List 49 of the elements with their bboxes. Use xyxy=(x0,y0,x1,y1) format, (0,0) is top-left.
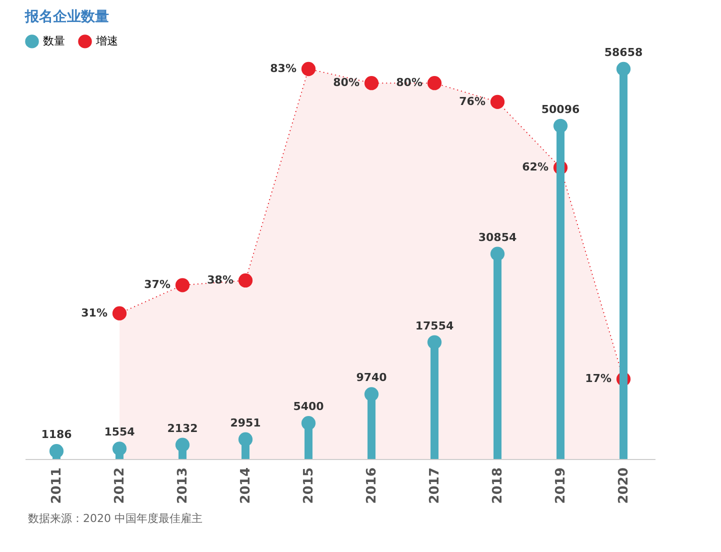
legend-label: 数量 xyxy=(43,34,65,48)
data-label: 1186 xyxy=(41,428,72,442)
point xyxy=(490,94,505,109)
data-label: 17% xyxy=(585,372,612,386)
data-label: 1554 xyxy=(104,426,136,439)
data-label: 80% xyxy=(333,76,360,90)
point xyxy=(238,432,253,446)
x-tick-label: 2020 xyxy=(616,468,632,504)
x-tick-label: 2018 xyxy=(490,468,506,504)
data-label: 38% xyxy=(207,273,234,286)
x-tick-label: 2014 xyxy=(238,468,254,504)
point xyxy=(616,62,631,76)
point xyxy=(301,62,316,76)
point xyxy=(112,306,127,320)
point xyxy=(301,416,316,430)
point xyxy=(238,273,253,288)
data-label: 5400 xyxy=(293,400,324,414)
data-label: 80% xyxy=(396,76,422,90)
point xyxy=(175,438,190,452)
point xyxy=(427,76,442,90)
data-label: 37% xyxy=(144,278,170,292)
point xyxy=(490,246,505,261)
x-tick-label: 2016 xyxy=(364,468,380,504)
point xyxy=(49,444,64,458)
data-label: 2951 xyxy=(230,416,261,430)
chart-title: 报名企业数量 xyxy=(24,9,109,25)
data-label: 17554 xyxy=(415,319,454,332)
data-label: 30854 xyxy=(478,230,517,244)
legend-label: 增速 xyxy=(95,34,118,48)
x-tick-label: 2019 xyxy=(554,468,568,504)
point xyxy=(112,442,127,456)
x-tick-label: 2012 xyxy=(112,468,128,504)
x-tick-label: 2015 xyxy=(302,468,316,504)
x-tick-label: 2011 xyxy=(50,468,64,504)
source-note: 数据来源：2020 中国年度最佳雇主 xyxy=(28,511,204,526)
data-label: 50096 xyxy=(541,102,580,116)
x-tick-label: 2013 xyxy=(176,468,190,504)
point xyxy=(175,278,190,292)
data-label: 83% xyxy=(270,62,296,75)
data-label: 76% xyxy=(459,94,486,108)
data-label: 2132 xyxy=(167,422,198,435)
point xyxy=(427,335,442,350)
data-label: 62% xyxy=(522,160,548,174)
data-label: 9740 xyxy=(356,371,388,384)
point xyxy=(553,118,568,133)
point xyxy=(364,387,379,402)
data-label: 31% xyxy=(81,306,108,320)
data-label: 58658 xyxy=(604,46,643,59)
x-tick-label: 2017 xyxy=(428,468,442,504)
